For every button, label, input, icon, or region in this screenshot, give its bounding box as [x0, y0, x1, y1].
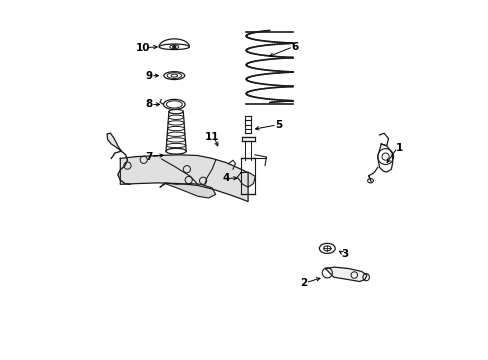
Polygon shape: [120, 155, 247, 202]
Polygon shape: [107, 133, 121, 151]
Text: 5: 5: [275, 120, 282, 130]
Polygon shape: [237, 172, 255, 187]
Text: 3: 3: [341, 249, 348, 259]
Circle shape: [172, 45, 175, 48]
Text: 2: 2: [300, 278, 307, 288]
Text: 4: 4: [222, 173, 229, 183]
Polygon shape: [160, 183, 215, 198]
Text: 10: 10: [136, 42, 150, 53]
Text: 7: 7: [145, 152, 152, 162]
Polygon shape: [325, 267, 366, 282]
Text: 8: 8: [145, 99, 152, 109]
Text: 1: 1: [395, 143, 402, 153]
Text: 6: 6: [291, 42, 298, 52]
Text: 11: 11: [204, 132, 219, 142]
Text: 9: 9: [145, 71, 152, 81]
